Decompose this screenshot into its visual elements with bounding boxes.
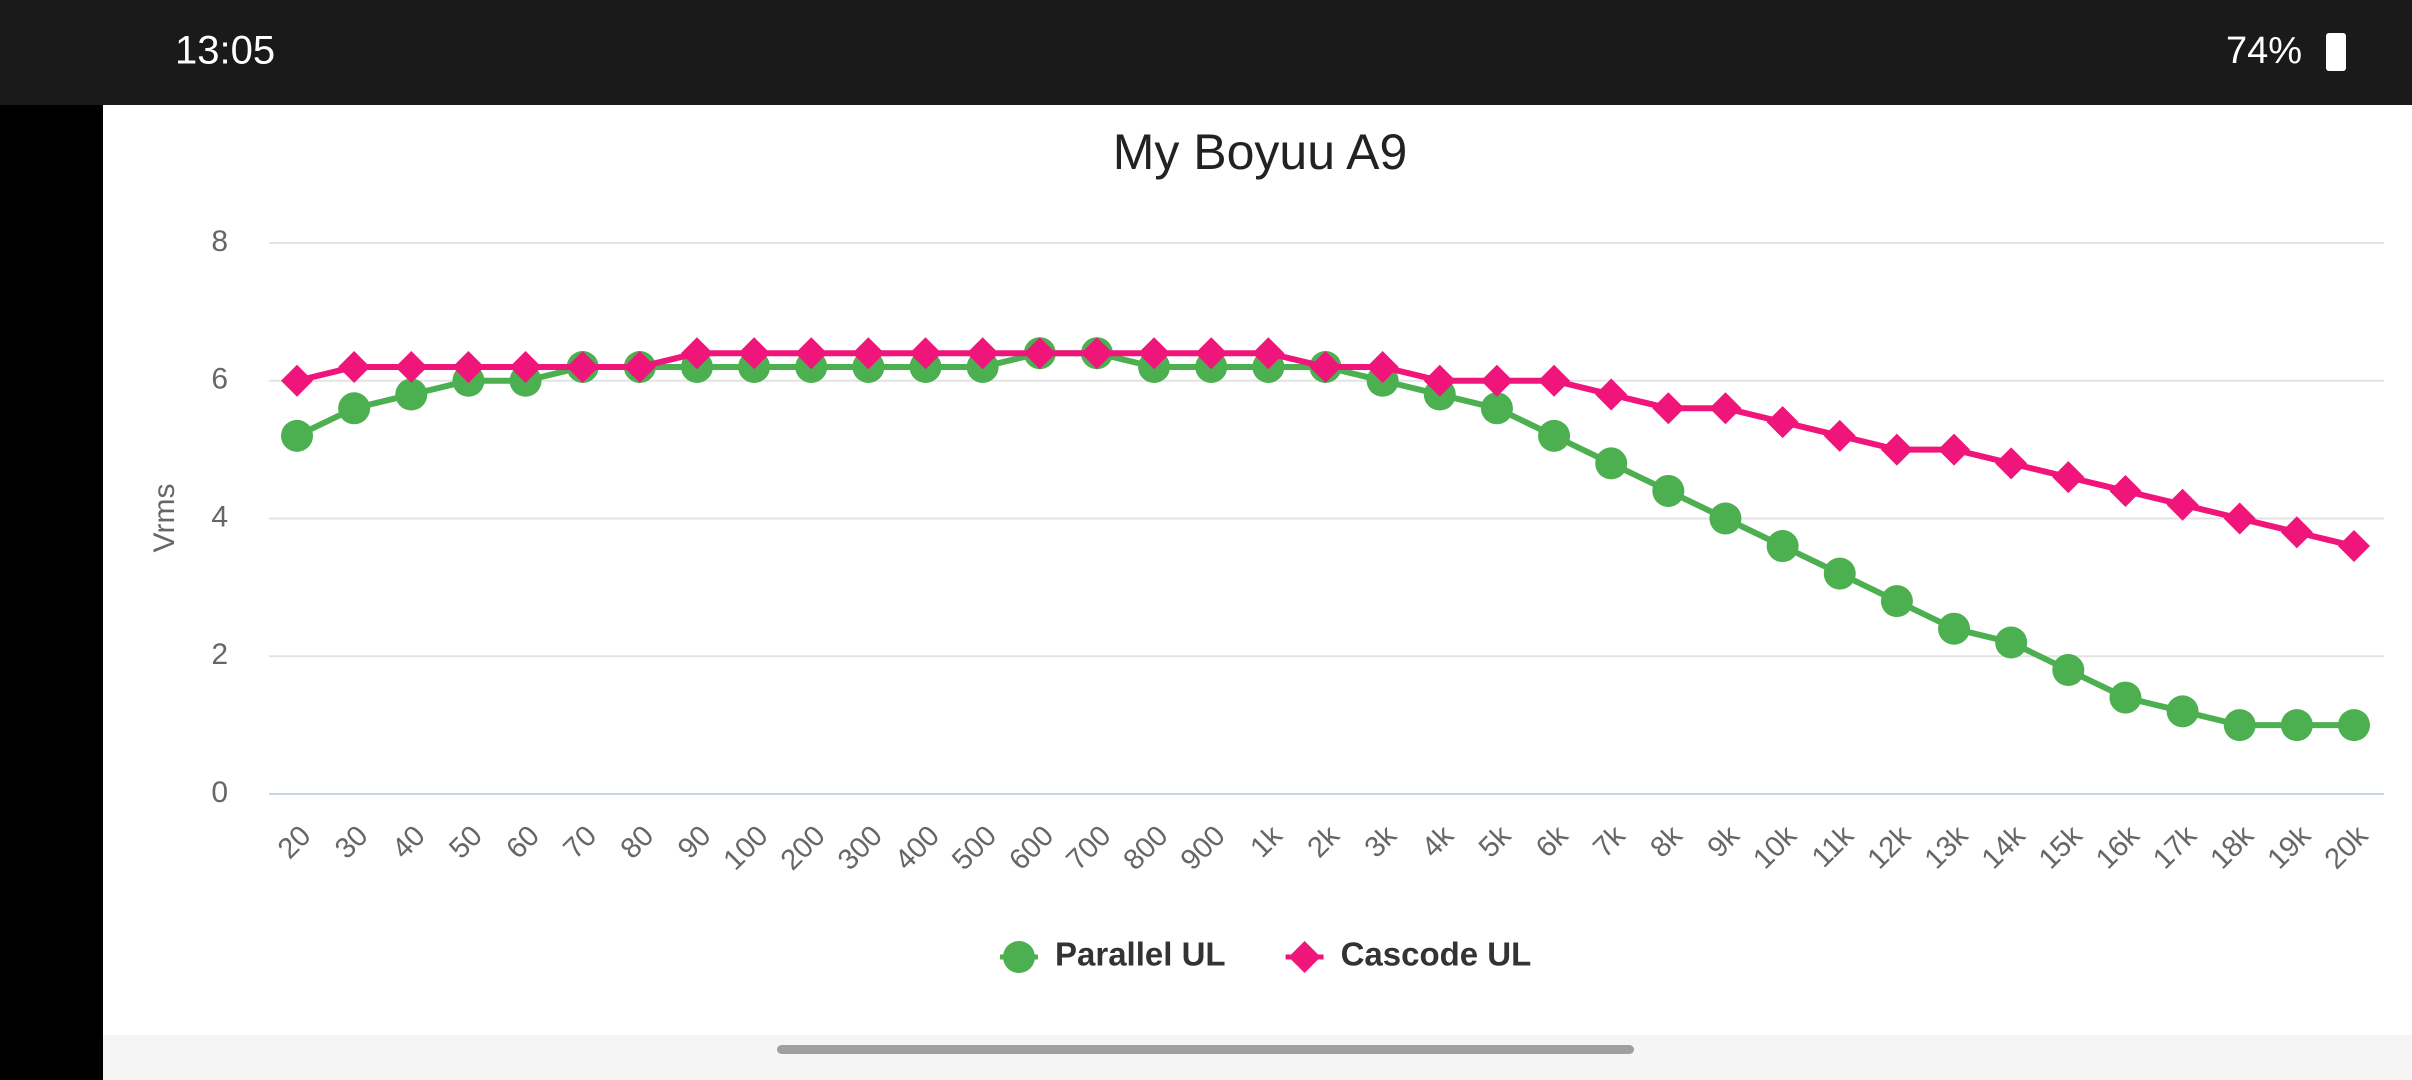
data-point (1080, 337, 1113, 370)
data-point (1138, 337, 1171, 370)
plot (281, 337, 2370, 742)
data-point (2166, 488, 2199, 521)
data-point (2280, 709, 2313, 742)
data-point (2280, 516, 2313, 549)
nav-area (103, 1035, 2412, 1080)
data-point (1538, 364, 1571, 397)
data-point (966, 337, 999, 370)
legend-marker (1288, 941, 1321, 973)
y-tick-label: 6 (211, 363, 228, 396)
data-point (1709, 502, 1742, 535)
data-point (852, 337, 885, 370)
y-tick-label: 4 (211, 500, 228, 533)
data-point (909, 337, 942, 370)
legend: Parallel UL Cascode UL (1000, 936, 1531, 973)
status-time: 13:05 (175, 29, 275, 73)
data-point (1023, 337, 1056, 370)
data-point (2166, 695, 2199, 728)
legend-marker (1003, 941, 1035, 973)
y-tick-label: 8 (211, 225, 228, 258)
data-point (2223, 709, 2256, 742)
data-point (1880, 433, 1913, 466)
data-point (795, 337, 828, 370)
data-point (1366, 350, 1399, 383)
data-point (1880, 585, 1913, 618)
data-point (2223, 502, 2256, 535)
data-point (738, 337, 771, 370)
data-point (2052, 654, 2085, 687)
y-tick-label: 0 (211, 776, 228, 809)
data-point (1195, 337, 1228, 370)
data-point (281, 364, 313, 397)
data-point (338, 392, 371, 425)
data-point (1309, 350, 1342, 383)
data-point (1652, 392, 1685, 425)
data-point (1480, 364, 1513, 397)
chart-title: My Boyuu A9 (1113, 124, 1408, 180)
data-point (1766, 530, 1799, 563)
y-axis-label: Vrms (148, 484, 181, 553)
data-point (338, 350, 371, 383)
data-point (1595, 378, 1628, 411)
data-point (1823, 419, 1856, 452)
data-point (1766, 406, 1799, 439)
data-point (2338, 530, 2370, 563)
data-point (452, 350, 485, 383)
data-point (1595, 447, 1628, 480)
data-point (1423, 364, 1456, 397)
data-point (1823, 557, 1856, 590)
data-point (2109, 474, 2142, 507)
legend-label: Cascode UL (1341, 936, 1532, 973)
data-point (680, 337, 713, 370)
chart-area (103, 105, 2412, 1035)
data-point (395, 350, 428, 383)
data-point (281, 419, 313, 452)
data-point (623, 350, 656, 383)
data-point (1652, 474, 1685, 507)
data-point (1938, 612, 1971, 645)
battery-level: 74% (2226, 30, 2302, 72)
legend-label: Parallel UL (1055, 936, 1226, 973)
status-bar (0, 0, 2412, 105)
data-point (2338, 709, 2370, 742)
y-tick-label: 2 (211, 638, 228, 671)
data-point (2109, 681, 2142, 714)
data-point (1995, 626, 2028, 659)
left-bar (0, 105, 103, 1080)
data-point (509, 350, 542, 383)
data-point (1709, 392, 1742, 425)
data-point (2052, 461, 2085, 494)
data-point (1995, 447, 2028, 480)
data-point (1938, 433, 1971, 466)
data-point (1480, 392, 1513, 425)
data-point (566, 350, 599, 383)
battery-icon (2326, 33, 2346, 71)
data-point (395, 378, 428, 411)
data-point (1538, 419, 1571, 452)
data-point (1252, 337, 1285, 370)
home-handle (777, 1045, 1634, 1054)
